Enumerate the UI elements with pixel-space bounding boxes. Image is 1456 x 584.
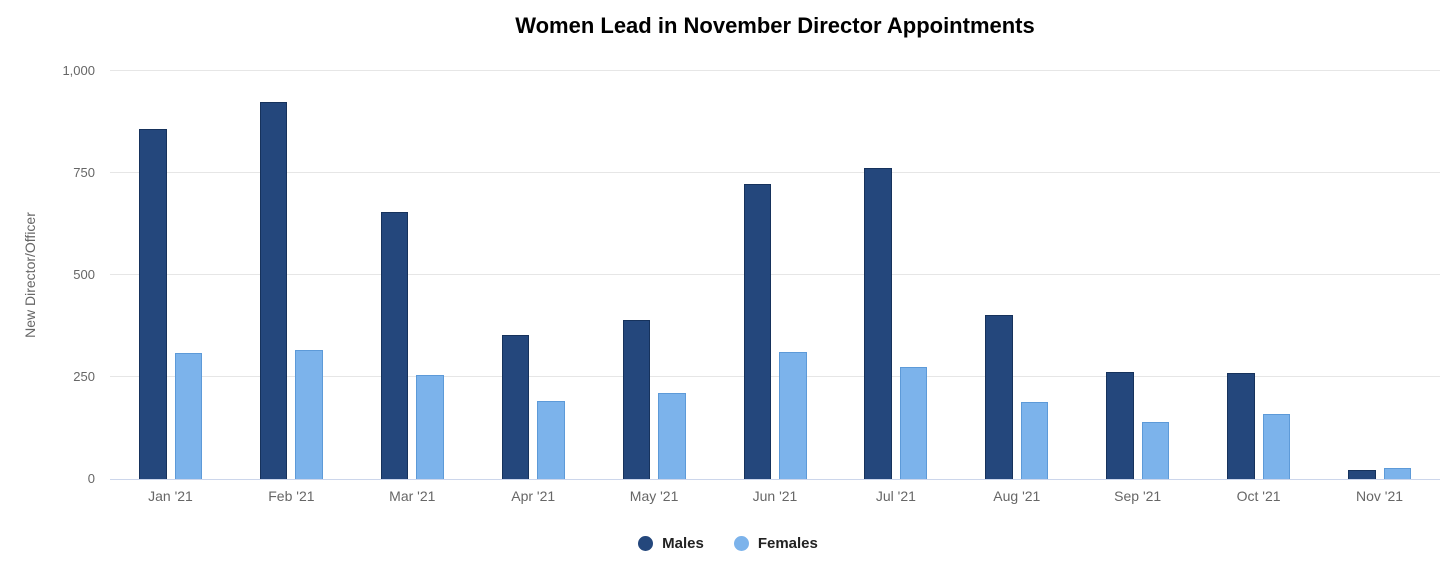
bar-males-jan-21[interactable] xyxy=(139,128,167,479)
bar-females-nov-21[interactable] xyxy=(1383,468,1411,479)
legend: Males Females xyxy=(0,535,1456,552)
bar-males-feb-21[interactable] xyxy=(259,102,288,479)
bar-females-sep-21[interactable] xyxy=(1141,421,1170,479)
gridline-750 xyxy=(110,172,1440,173)
x-tick-label-aug-21: Aug '21 xyxy=(993,488,1041,504)
bar-females-may-21[interactable] xyxy=(658,393,686,479)
y-tick-label-500: 500 xyxy=(73,267,95,282)
x-tick-label-may-21: May '21 xyxy=(629,488,679,504)
x-tick-label-nov-21: Nov '21 xyxy=(1355,488,1404,504)
bar-females-aug-21[interactable] xyxy=(1020,401,1049,479)
chart-title: Women Lead in November Director Appointm… xyxy=(515,13,1035,38)
y-tick-label-0: 0 xyxy=(87,471,95,486)
bar-females-feb-21[interactable] xyxy=(295,349,323,479)
bar-males-nov-21[interactable] xyxy=(1348,470,1376,479)
y-tick-label-250: 250 xyxy=(73,369,95,384)
legend-swatch-females-icon xyxy=(733,536,749,551)
y-tick-label-750: 750 xyxy=(73,165,95,180)
gridline-250 xyxy=(110,376,1440,377)
bar-males-jun-21[interactable] xyxy=(743,183,771,479)
x-tick-label-mar-21: Mar '21 xyxy=(389,488,436,504)
bar-males-mar-21[interactable] xyxy=(380,212,409,479)
bar-males-jul-21[interactable] xyxy=(864,168,892,479)
legend-item-females[interactable]: Females xyxy=(733,535,818,552)
legend-label-females: Females xyxy=(757,535,818,552)
bar-females-jul-21[interactable] xyxy=(899,366,928,479)
x-tick-label-jun-21: Jun '21 xyxy=(752,488,798,504)
bar-males-apr-21[interactable] xyxy=(501,334,530,479)
gridline-1000 xyxy=(110,70,1440,71)
plot-area xyxy=(110,70,1440,480)
bar-females-jan-21[interactable] xyxy=(174,352,202,479)
bar-females-apr-21[interactable] xyxy=(537,400,565,479)
bar-males-sep-21[interactable] xyxy=(1106,372,1134,479)
x-tick-label-feb-21: Feb '21 xyxy=(268,488,315,504)
x-tick-label-apr-21: Apr '21 xyxy=(511,488,556,504)
bar-females-mar-21[interactable] xyxy=(416,375,444,479)
x-tick-label-jul-21: Jul '21 xyxy=(875,488,916,504)
legend-label-males: Males xyxy=(662,535,704,552)
legend-item-males[interactable]: Males xyxy=(638,535,704,552)
gridline-500 xyxy=(110,274,1440,275)
bar-males-oct-21[interactable] xyxy=(1227,372,1255,479)
x-tick-label-sep-21: Sep '21 xyxy=(1114,488,1162,504)
x-tick-label-oct-21: Oct '21 xyxy=(1236,488,1281,504)
bar-males-may-21[interactable] xyxy=(622,320,651,479)
bar-females-jun-21[interactable] xyxy=(779,352,807,479)
x-tick-label-jan-21: Jan '21 xyxy=(148,488,193,504)
bar-females-oct-21[interactable] xyxy=(1262,413,1291,479)
y-tick-label-1-000: 1,000 xyxy=(62,63,95,78)
legend-swatch-males-icon xyxy=(638,536,654,551)
bar-males-aug-21[interactable] xyxy=(985,314,1013,479)
